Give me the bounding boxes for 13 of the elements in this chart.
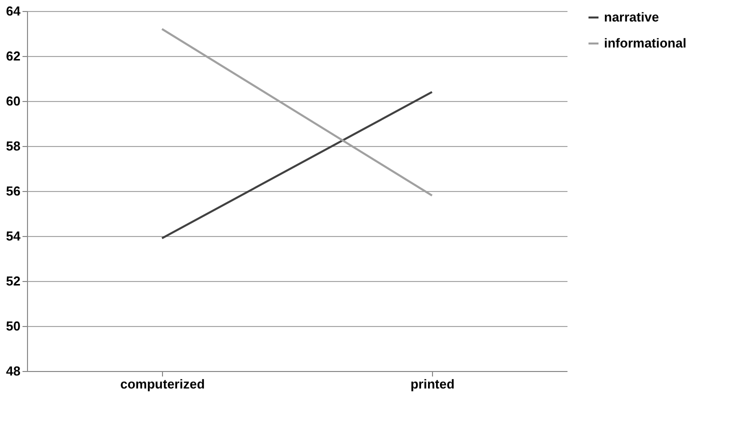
y-tick-label: 64 <box>6 4 22 18</box>
y-tick-label: 50 <box>6 318 20 334</box>
x-tick-label: computerized <box>120 376 205 392</box>
y-tick-label: 54 <box>6 228 22 244</box>
y-tick-label: 62 <box>6 48 20 64</box>
y-tick-label: 60 <box>6 94 20 108</box>
legend-label: informational <box>604 36 686 50</box>
y-tick-label: 48 <box>6 364 20 378</box>
legend-label: narrative <box>604 10 659 24</box>
y-tick-label: 58 <box>6 138 20 154</box>
x-tick-label: printed <box>410 376 455 392</box>
y-tick-label: 52 <box>6 274 20 288</box>
y-tick-label: 56 <box>6 184 20 198</box>
